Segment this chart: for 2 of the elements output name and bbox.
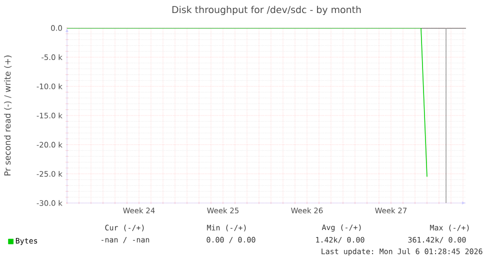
chart-title: Disk throughput for /dev/sdc - by month xyxy=(172,6,361,16)
y-axis-title: Pr second read (-) / write (+) xyxy=(4,56,12,176)
